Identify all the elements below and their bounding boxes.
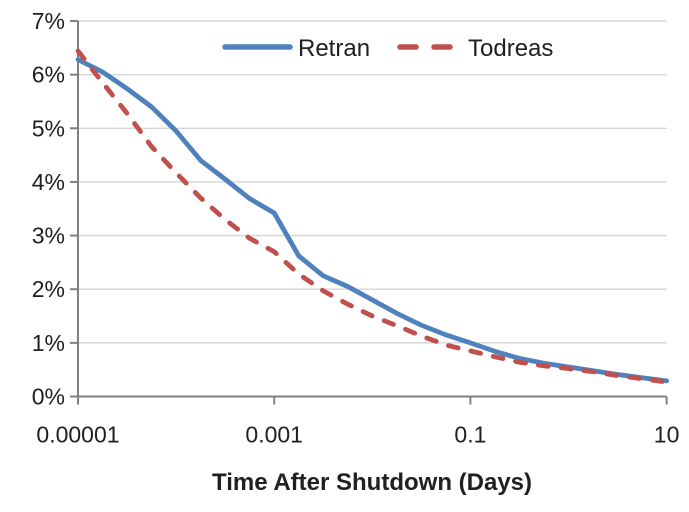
y-tick-label: 2%	[32, 276, 65, 302]
y-tick-label: 7%	[32, 8, 65, 34]
y-tick-label: 6%	[32, 62, 65, 88]
chart-legend: Retran Todreas	[222, 35, 553, 62]
series-line-retran	[75, 57, 669, 384]
x-tick-label: 0.00001	[36, 422, 119, 448]
gridlines	[78, 20, 667, 344]
y-tick-label: 1%	[32, 330, 65, 356]
axes	[70, 20, 668, 405]
legend-label-todreas: Todreas	[468, 35, 553, 62]
y-tick-label: 4%	[32, 169, 65, 195]
y-tick-label: 3%	[32, 223, 65, 249]
y-tick-label: 5%	[32, 115, 65, 141]
x-axis-title: Time After Shutdown (Days)	[212, 469, 532, 496]
legend-label-retran: Retran	[298, 35, 370, 62]
y-axis-tick-labels: 0% 1% 2% 3% 4% 5% 6% 7%	[32, 8, 65, 410]
x-tick-label: 0.1	[454, 422, 486, 448]
x-tick-label: 10	[654, 422, 680, 448]
x-tick-label: 0.001	[245, 422, 303, 448]
y-tick-label: 0%	[32, 384, 65, 410]
x-axis-tick-labels: 0.00001 0.001 0.1 10	[36, 422, 679, 448]
series-lines	[75, 48, 669, 385]
series-line-todreas	[75, 48, 669, 385]
